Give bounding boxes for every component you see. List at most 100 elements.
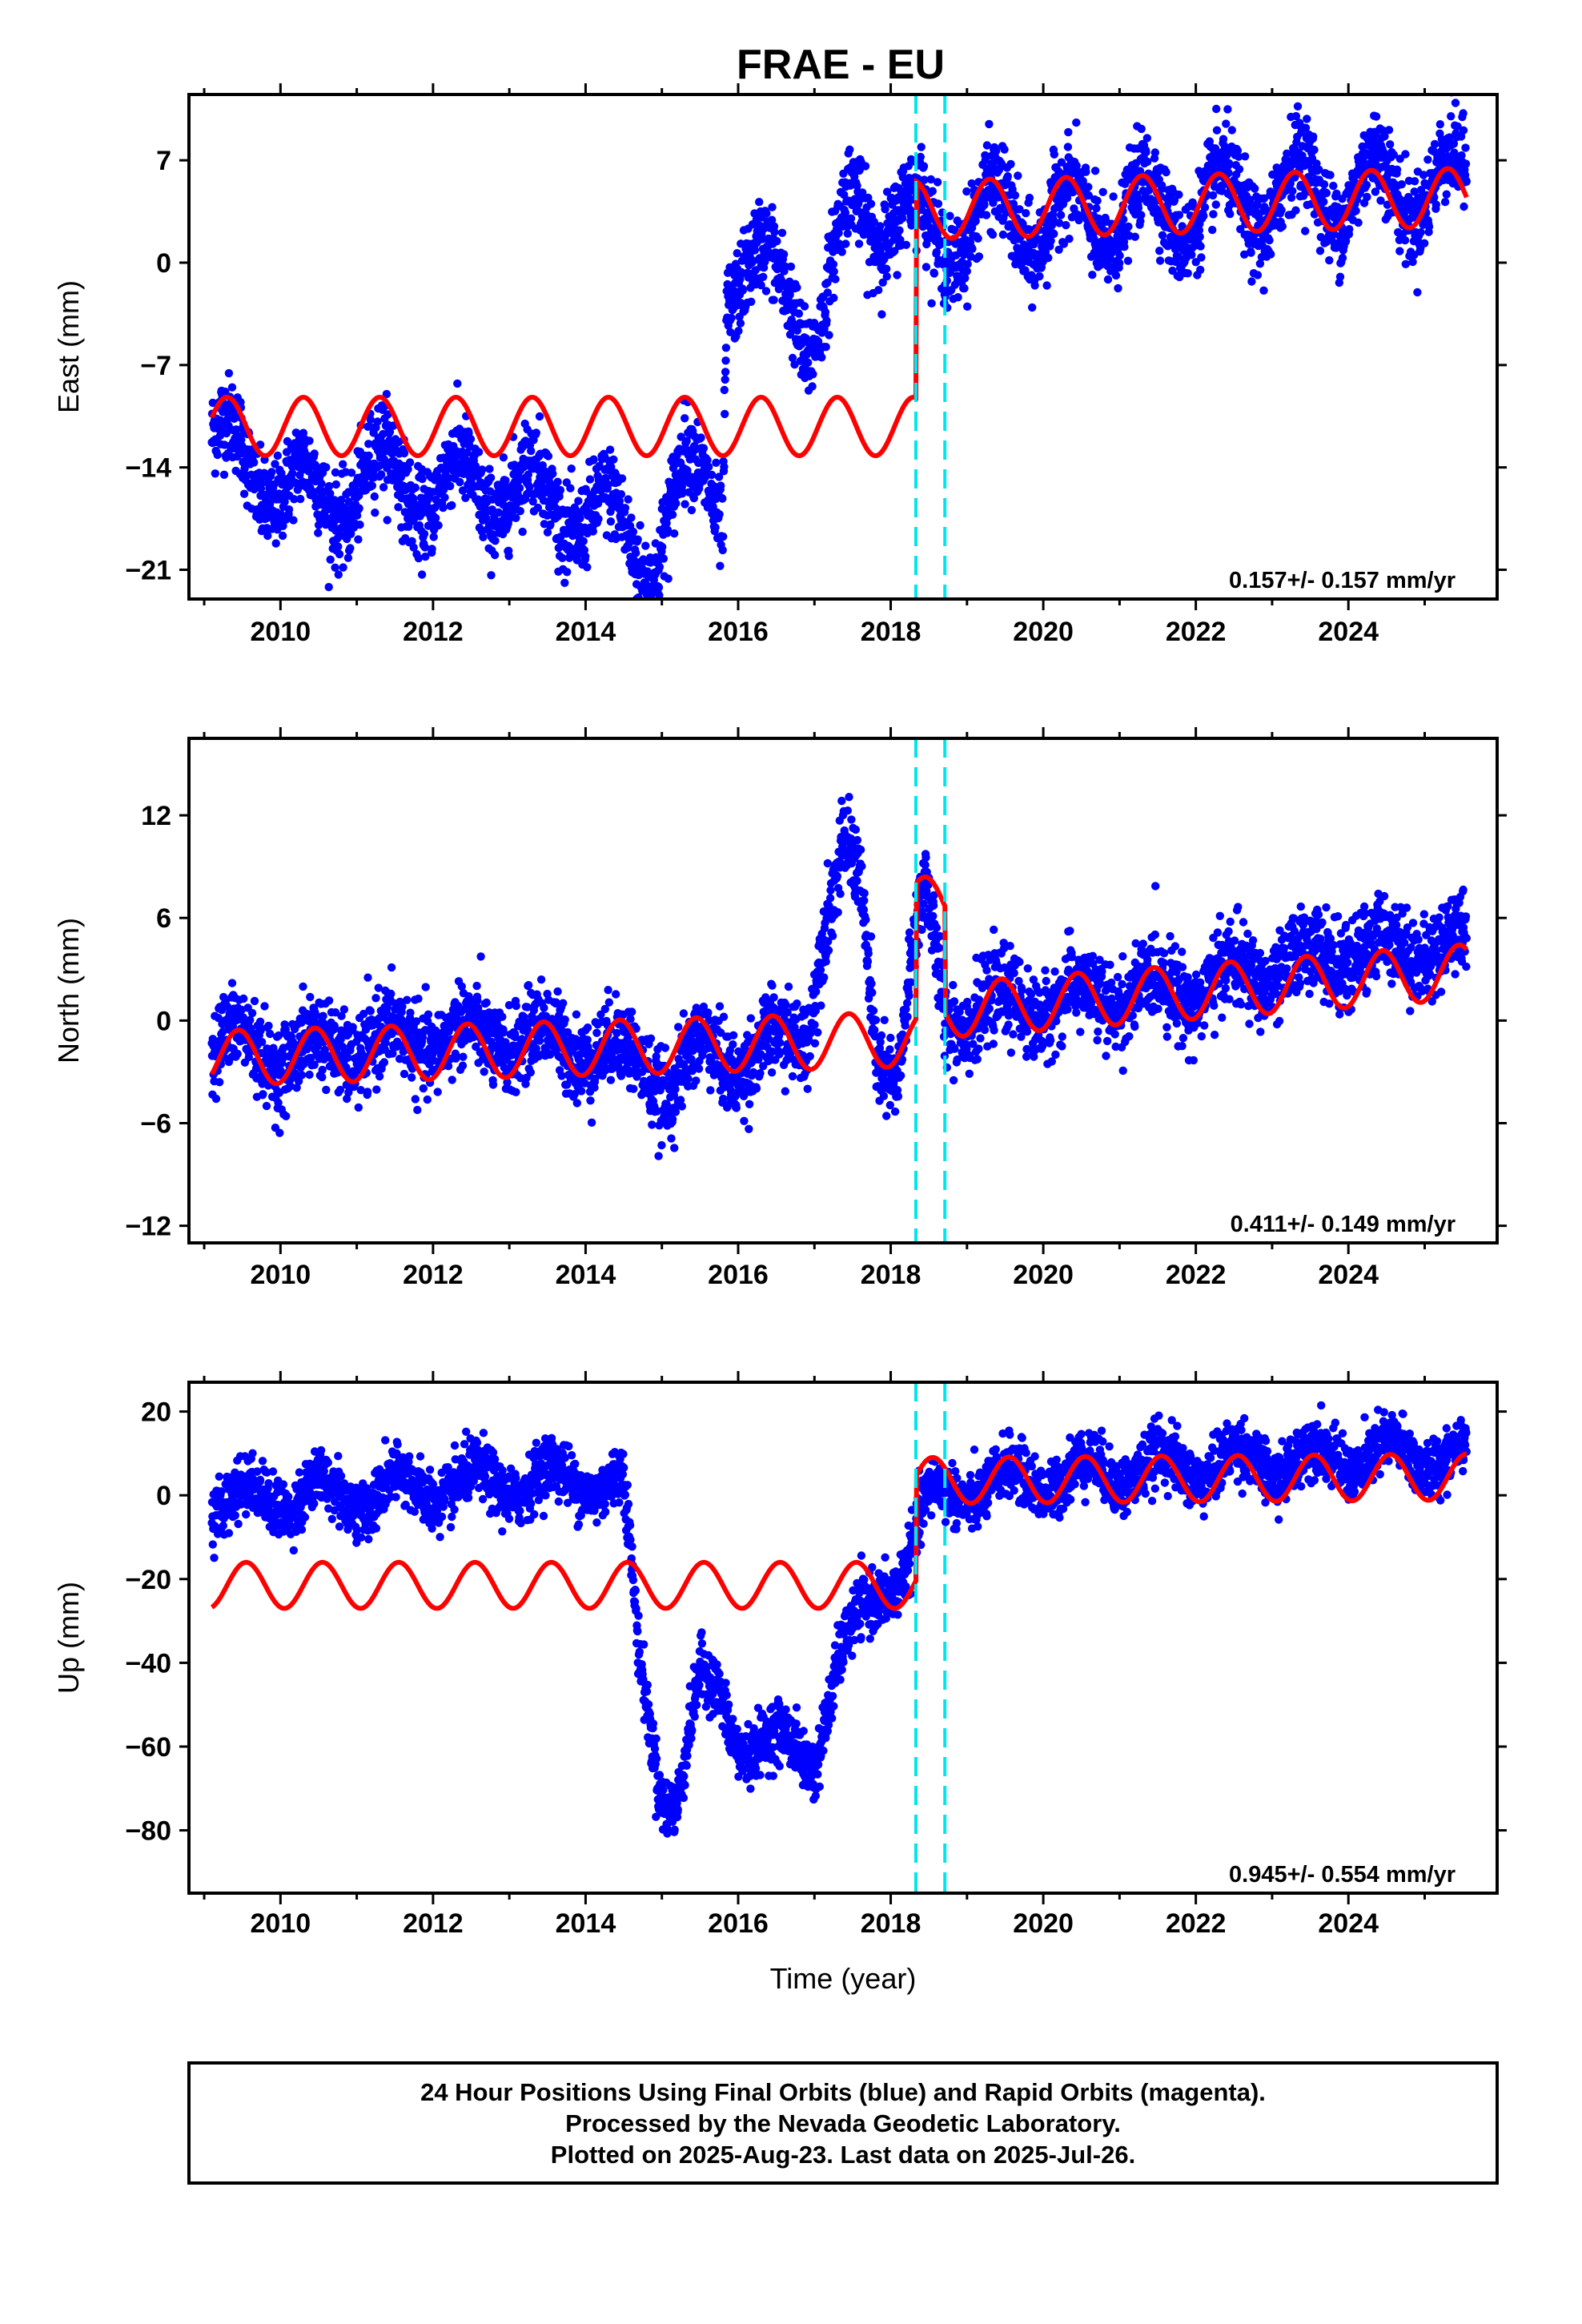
data-point: [1326, 171, 1335, 179]
data-point: [224, 368, 234, 378]
data-point: [648, 641, 656, 649]
data-point: [624, 495, 632, 504]
data-point: [1395, 247, 1404, 255]
data-point: [1410, 177, 1419, 186]
data-point: [716, 561, 725, 570]
data-point: [284, 505, 294, 514]
data-point: [1003, 172, 1013, 181]
data-point: [1123, 256, 1133, 265]
data-point: [558, 553, 567, 562]
data-point: [1371, 112, 1381, 121]
data-point: [536, 975, 546, 984]
data-point: [577, 1087, 586, 1096]
data-point: [854, 239, 864, 248]
data-point: [642, 605, 650, 613]
data-point: [364, 451, 373, 460]
data-point: [793, 283, 801, 292]
data-point: [1431, 200, 1441, 209]
data-point: [1174, 190, 1183, 199]
data-point: [641, 541, 650, 550]
data-point: [339, 1005, 349, 1014]
data-point: [1196, 242, 1205, 251]
data-point: [985, 119, 994, 129]
data-point: [297, 1071, 307, 1080]
data-point: [663, 525, 673, 534]
data-point: [748, 258, 757, 267]
data-point: [566, 484, 575, 493]
data-point: [841, 239, 850, 248]
data-point: [720, 385, 729, 395]
data-point: [786, 262, 796, 271]
data-point: [525, 482, 534, 492]
data-point: [269, 1043, 278, 1052]
data-point: [773, 237, 781, 246]
data-point: [620, 504, 630, 513]
data-point: [659, 554, 669, 563]
data-point: [1240, 152, 1250, 161]
data-point: [823, 288, 833, 297]
data-point: [761, 287, 771, 296]
data-point: [279, 521, 287, 530]
data-point: [486, 473, 496, 482]
data-point: [472, 981, 481, 991]
data-point: [1219, 135, 1228, 143]
data-point: [1345, 225, 1354, 234]
data-point: [1199, 211, 1208, 220]
data-point: [712, 458, 721, 467]
data-point: [755, 198, 764, 207]
data-point: [528, 497, 537, 506]
data-point: [1212, 104, 1221, 114]
data-point: [1459, 126, 1468, 135]
data-point: [747, 297, 756, 306]
data-point: [355, 521, 364, 529]
data-point: [711, 523, 720, 532]
y-tick-label: 0: [156, 248, 171, 279]
data-point: [553, 477, 562, 486]
data-point: [379, 1058, 389, 1067]
data-point: [363, 973, 372, 982]
data-point: [770, 227, 779, 236]
data-point: [288, 468, 297, 478]
data-point: [963, 259, 972, 268]
data-point: [581, 552, 590, 561]
data-point: [490, 550, 500, 560]
data-point: [715, 510, 724, 519]
data-point: [546, 520, 555, 529]
x-tick-label: 2018: [861, 617, 921, 647]
data-point: [974, 234, 982, 243]
data-point: [895, 226, 904, 235]
data-point: [414, 553, 424, 563]
data-point: [1042, 281, 1051, 290]
data-point: [433, 1088, 442, 1096]
data-point: [736, 319, 745, 328]
data-point: [429, 533, 438, 541]
data-point: [878, 278, 887, 287]
data-point: [324, 481, 334, 491]
data-point: [794, 309, 804, 318]
data-point: [275, 1128, 284, 1137]
data-point: [837, 247, 846, 256]
data-point: [866, 199, 876, 208]
data-point: [1082, 167, 1090, 176]
data-point: [1030, 281, 1039, 290]
data-point: [1253, 271, 1263, 279]
data-point: [512, 1088, 520, 1097]
data-point: [594, 514, 603, 524]
data-point: [641, 611, 649, 619]
data-point: [1025, 193, 1034, 203]
data-point: [604, 480, 612, 489]
data-point: [312, 463, 322, 472]
data-point: [829, 293, 838, 303]
data-point: [1162, 167, 1170, 177]
data-point: [1183, 269, 1192, 278]
data-point: [721, 368, 730, 376]
data-point: [808, 382, 817, 391]
data-point: [682, 436, 691, 445]
data-point: [980, 200, 989, 210]
data-point: [636, 521, 644, 530]
data-point: [1211, 200, 1221, 209]
data-point: [479, 533, 488, 541]
data-point: [1195, 232, 1204, 241]
y-tick-label: −14: [125, 453, 171, 484]
data-point: [233, 1049, 242, 1059]
